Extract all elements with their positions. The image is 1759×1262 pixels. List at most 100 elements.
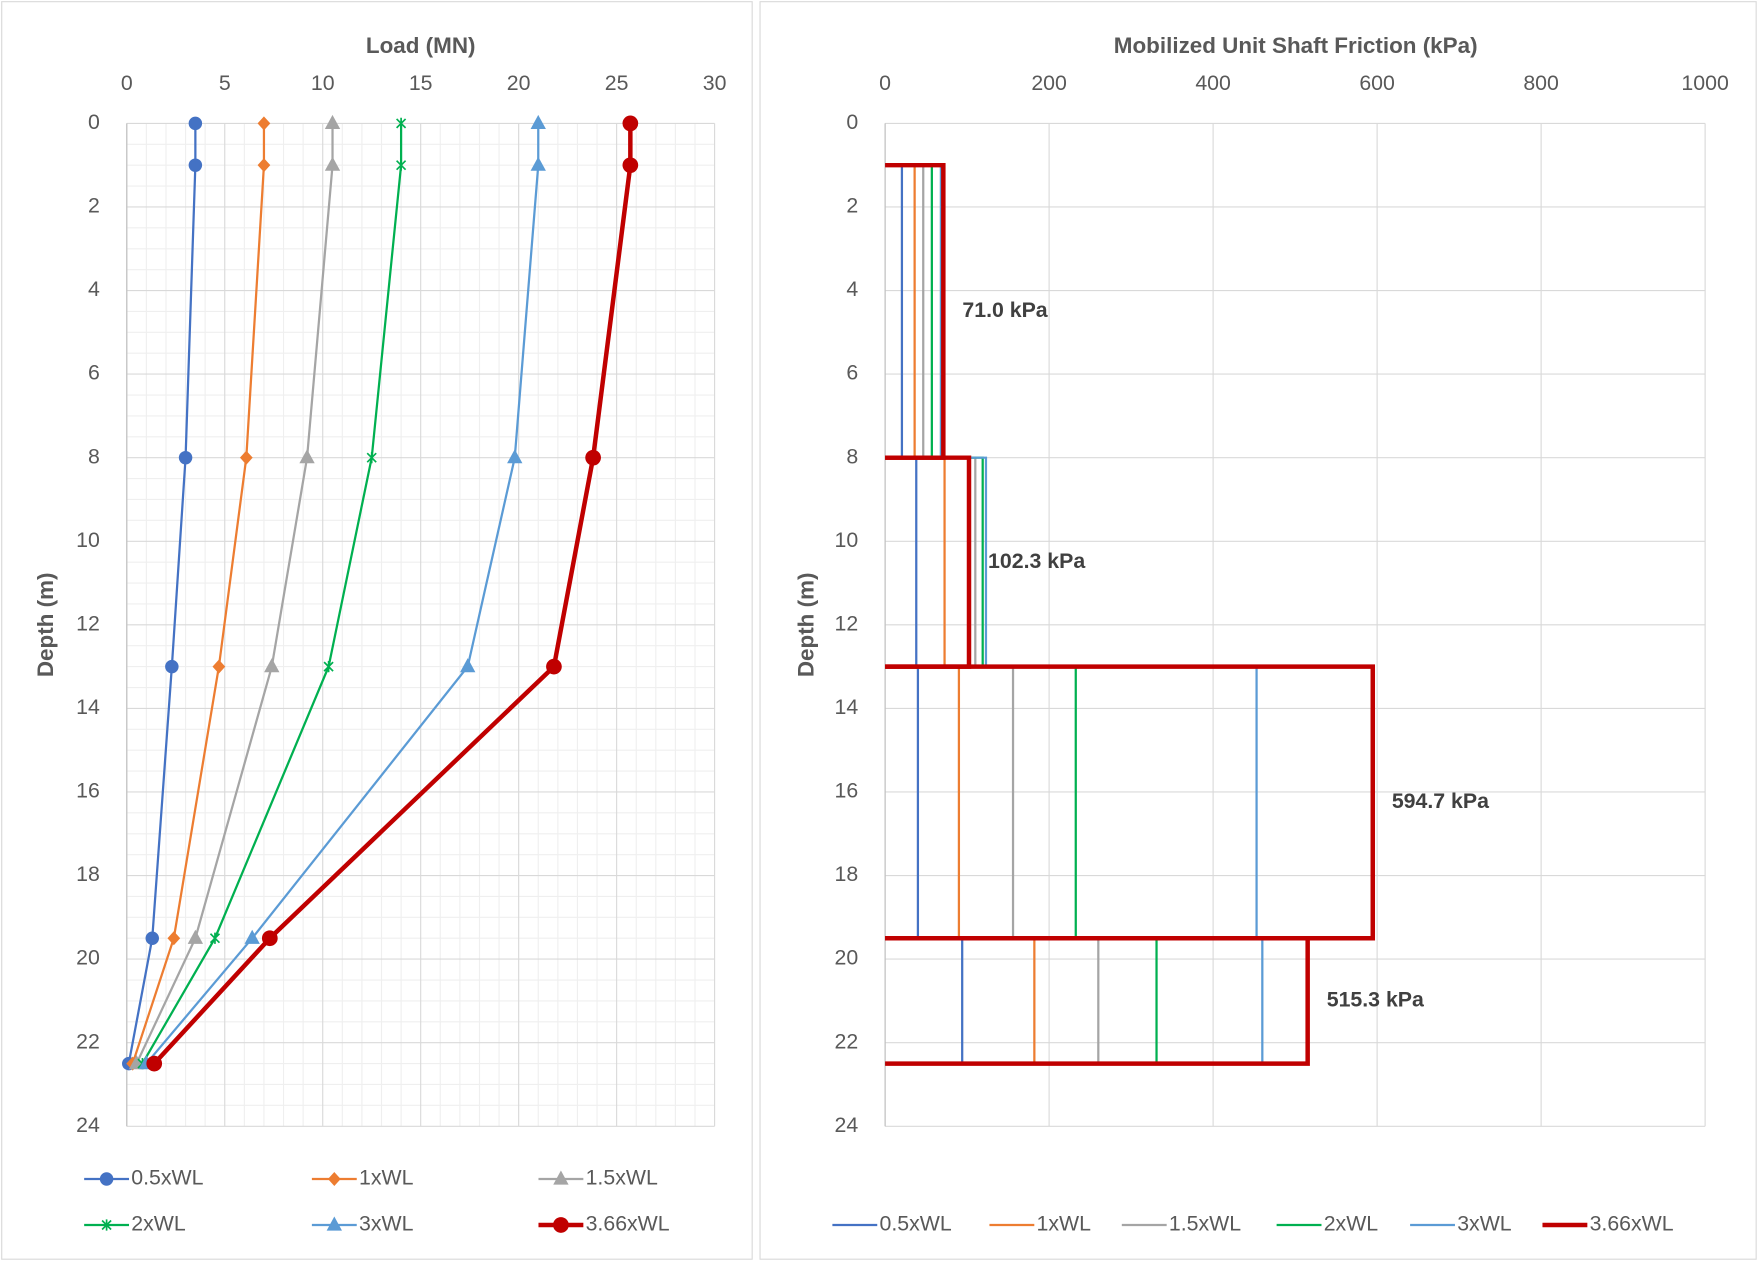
- y-tick-label: 4: [846, 277, 858, 301]
- marker: [165, 659, 179, 674]
- legend-label: 3.66xWL: [1590, 1212, 1674, 1236]
- marker: [396, 117, 407, 130]
- y-tick-label: 10: [834, 528, 858, 552]
- value-label: 102.3 kPa: [988, 549, 1085, 573]
- series-line: [141, 123, 403, 1065]
- y-tick-label: 24: [834, 1113, 858, 1137]
- marker: [257, 158, 271, 173]
- legend-label: 3xWL: [1457, 1212, 1512, 1236]
- legend-label: 2xWL: [131, 1212, 186, 1236]
- marker: [209, 932, 221, 944]
- x-tick-label: 600: [1359, 71, 1395, 95]
- series-line: [127, 123, 197, 1064]
- x-tick-label: 0: [121, 71, 133, 95]
- marker: [212, 659, 226, 674]
- marker: [530, 114, 546, 130]
- marker: [585, 449, 601, 466]
- x-tick-label: 15: [409, 71, 433, 95]
- marker: [530, 156, 546, 171]
- y-tick-label: 22: [76, 1029, 100, 1053]
- value-label: 71.0 kPa: [962, 298, 1047, 322]
- left-panel: [1, 1, 753, 1260]
- value-label: 515.3 kPa: [1327, 988, 1424, 1012]
- marker: [244, 929, 260, 944]
- legend-label: 1.5xWL: [586, 1166, 658, 1190]
- marker: [622, 115, 639, 132]
- y-axis-title: Depth (m): [794, 573, 819, 678]
- layer-step: [885, 935, 1310, 1066]
- marker: [553, 1170, 569, 1185]
- chart-title: Load (MN): [366, 33, 476, 58]
- marker: [507, 449, 523, 464]
- y-tick-label: 14: [76, 695, 100, 719]
- marker: [327, 1171, 341, 1186]
- marker: [553, 1217, 569, 1233]
- marker: [299, 449, 315, 464]
- marker: [145, 931, 159, 945]
- y-tick-label: 2: [846, 194, 858, 218]
- marker: [622, 157, 639, 174]
- y-tick-label: 18: [76, 862, 100, 886]
- y-tick-label: 4: [88, 277, 100, 301]
- marker: [187, 929, 204, 944]
- y-tick-label: 12: [76, 611, 100, 635]
- x-tick-label: 200: [1031, 71, 1067, 95]
- marker: [396, 159, 407, 171]
- y-tick-label: 24: [76, 1113, 100, 1137]
- marker: [99, 1172, 114, 1186]
- y-tick-label: 12: [834, 611, 858, 635]
- marker: [167, 931, 181, 946]
- right-panel: [759, 1, 1757, 1260]
- legend-label: 1xWL: [359, 1166, 414, 1190]
- x-tick-label: 25: [605, 71, 629, 95]
- y-tick-label: 6: [846, 361, 858, 385]
- y-tick-label: 8: [846, 444, 858, 468]
- y-axis-title: Depth (m): [33, 573, 58, 678]
- x-tick-label: 5: [219, 71, 231, 95]
- legend-label: 1xWL: [1037, 1212, 1092, 1236]
- x-tick-label: 0: [879, 71, 891, 95]
- marker: [264, 658, 280, 673]
- legend-label: 0.5xWL: [131, 1166, 203, 1190]
- y-tick-label: 14: [834, 695, 858, 719]
- y-tick-label: 10: [76, 528, 100, 552]
- marker: [326, 1216, 342, 1231]
- x-tick-label: 30: [703, 71, 727, 95]
- y-tick-label: 20: [76, 946, 100, 970]
- marker: [188, 158, 203, 172]
- y-tick-label: 16: [834, 779, 858, 803]
- marker: [178, 450, 193, 465]
- y-tick-label: 22: [834, 1029, 858, 1053]
- marker: [257, 116, 271, 131]
- y-tick-label: 0: [88, 110, 100, 134]
- legend-label: 0.5xWL: [880, 1212, 952, 1236]
- y-tick-label: 20: [834, 946, 858, 970]
- marker: [460, 658, 476, 673]
- y-tick-label: 16: [76, 779, 100, 803]
- x-tick-label: 1000: [1681, 71, 1729, 95]
- marker: [188, 116, 203, 131]
- marker: [546, 658, 562, 675]
- y-tick-label: 0: [846, 110, 858, 134]
- marker: [324, 156, 341, 171]
- y-tick-label: 2: [88, 194, 100, 218]
- x-tick-label: 20: [507, 71, 531, 95]
- chart-title: Mobilized Unit Shaft Friction (kPa): [1114, 33, 1478, 58]
- y-tick-label: 6: [88, 361, 100, 385]
- x-tick-label: 800: [1523, 71, 1559, 95]
- legend-label: 2xWL: [1324, 1212, 1379, 1236]
- marker: [146, 1055, 163, 1072]
- marker: [366, 452, 377, 464]
- legend-label: 3xWL: [359, 1212, 414, 1236]
- marker: [239, 450, 253, 465]
- legend-label: 3.66xWL: [586, 1212, 670, 1236]
- legend-label: 1.5xWL: [1169, 1212, 1241, 1236]
- x-tick-label: 10: [311, 71, 335, 95]
- y-tick-label: 18: [834, 862, 858, 886]
- marker: [323, 661, 334, 673]
- x-tick-label: 400: [1195, 71, 1231, 95]
- marker: [324, 114, 341, 130]
- marker: [101, 1219, 112, 1231]
- value-label: 594.7 kPa: [1392, 789, 1489, 813]
